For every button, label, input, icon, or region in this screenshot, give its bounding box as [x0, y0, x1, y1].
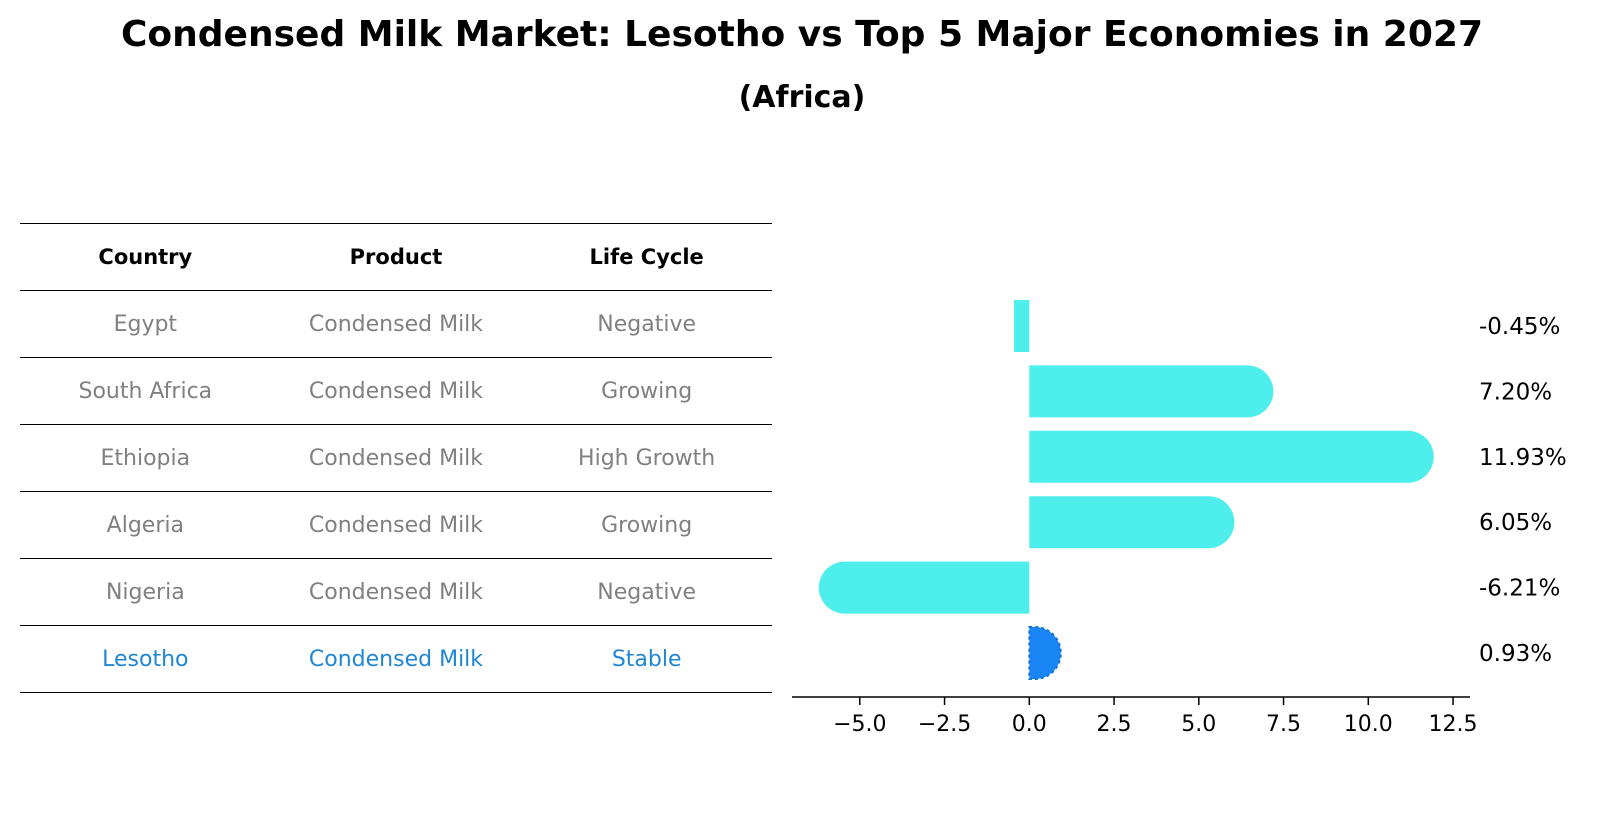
cell-country: Ethiopia — [20, 424, 271, 492]
x-tick-label: 5.0 — [1181, 712, 1216, 737]
cell-country: South Africa — [20, 357, 271, 425]
bar-egypt — [1014, 300, 1030, 352]
cell-country: Nigeria — [20, 558, 271, 626]
x-tick-label: −5.0 — [833, 712, 886, 737]
chart-subtitle: (Africa) — [738, 80, 866, 115]
header-life-cycle: Life Cycle — [521, 223, 772, 291]
value-label-lesotho: 0.93% — [1479, 641, 1552, 667]
table-row-highlight: Lesotho Condensed Milk Stable — [20, 625, 772, 693]
x-tick-label: 12.5 — [1429, 712, 1478, 737]
bar-ethiopia — [1029, 430, 1434, 483]
cell-country: Egypt — [20, 290, 271, 358]
header-country: Country — [20, 223, 271, 291]
x-tick-label: 2.5 — [1097, 712, 1132, 737]
value-label-nigeria: -6.21% — [1479, 576, 1560, 602]
cell-life-cycle: Growing — [521, 491, 772, 559]
chart-title: Condensed Milk Market: Lesotho vs Top 5 … — [121, 14, 1483, 55]
cell-life-cycle: Negative — [521, 558, 772, 626]
value-label-south-africa: 7.20% — [1479, 379, 1552, 405]
table-row: South Africa Condensed Milk Growing — [20, 357, 772, 425]
market-table: Country Product Life Cycle Egypt Condens… — [20, 223, 772, 693]
cell-country: Lesotho — [20, 625, 271, 693]
table-row: Ethiopia Condensed Milk High Growth — [20, 424, 772, 492]
table-header-row: Country Product Life Cycle — [20, 223, 772, 291]
cell-product: Condensed Milk — [270, 558, 522, 626]
bar-algeria — [1029, 496, 1235, 549]
x-tick-label: 10.0 — [1344, 712, 1393, 737]
x-tick-label: −2.5 — [918, 712, 971, 737]
cell-life-cycle: Growing — [521, 357, 772, 425]
table-row: Algeria Condensed Milk Growing — [20, 491, 772, 559]
header-product: Product — [270, 223, 522, 291]
x-tick-label: 0.0 — [1012, 712, 1047, 737]
cell-life-cycle: Stable — [521, 625, 772, 693]
bar-lesotho — [1028, 626, 1062, 680]
x-tick-label: 7.5 — [1266, 712, 1301, 737]
value-label-egypt: -0.45% — [1479, 314, 1560, 340]
cell-life-cycle: High Growth — [521, 424, 772, 492]
cell-product: Condensed Milk — [270, 424, 522, 492]
table-row: Egypt Condensed Milk Negative — [20, 290, 772, 358]
cell-product: Condensed Milk — [270, 290, 522, 358]
value-label-ethiopia: 11.93% — [1479, 445, 1567, 471]
cell-product: Condensed Milk — [270, 625, 522, 693]
value-label-algeria: 6.05% — [1479, 510, 1552, 536]
cell-product: Condensed Milk — [270, 357, 522, 425]
table-row: Nigeria Condensed Milk Negative — [20, 558, 772, 626]
cell-product: Condensed Milk — [270, 491, 522, 559]
cell-life-cycle: Negative — [521, 290, 772, 358]
bar-south-africa — [1029, 365, 1274, 418]
cell-country: Algeria — [20, 491, 271, 559]
bar-nigeria — [818, 561, 1030, 614]
